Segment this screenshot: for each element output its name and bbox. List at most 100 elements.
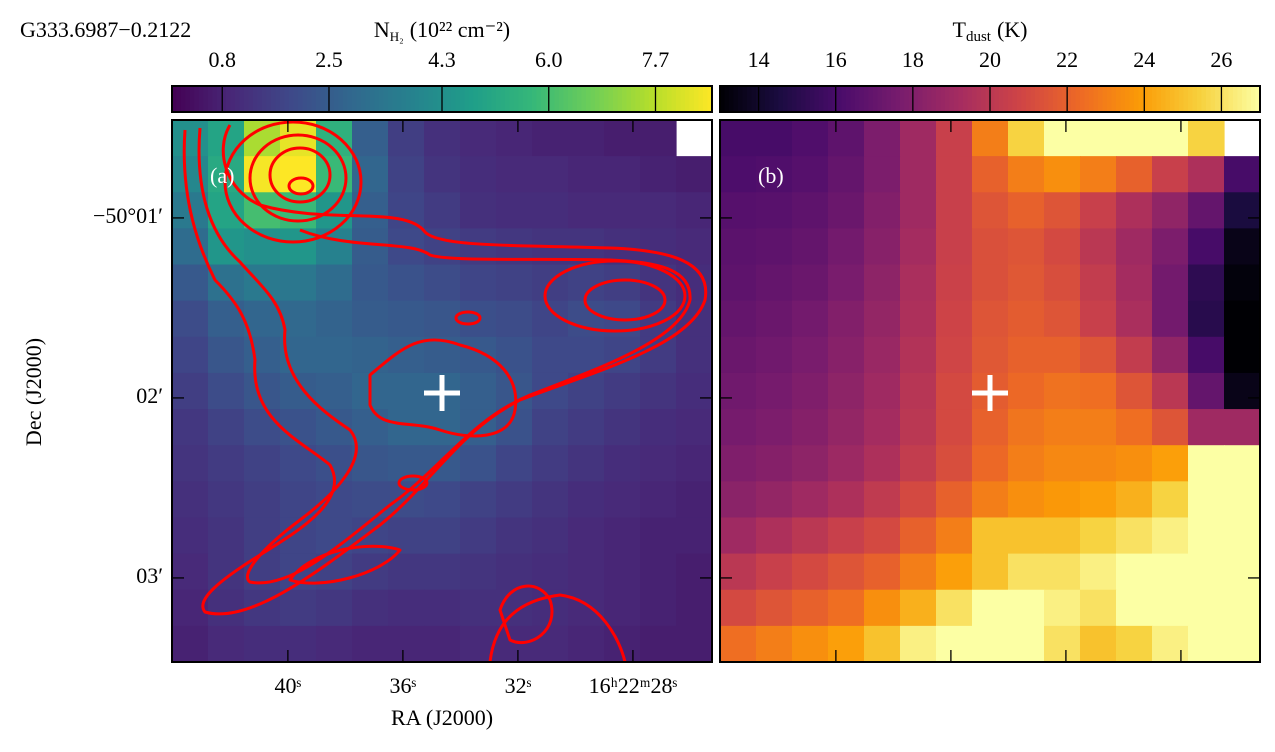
- colorbar-segment: [257, 86, 263, 112]
- heatmap-cell: [496, 625, 533, 663]
- heatmap-cell: [936, 120, 973, 157]
- heatmap-cell: [792, 228, 829, 266]
- heatmap-cell: [280, 409, 317, 446]
- heatmap-cell: [1188, 156, 1225, 193]
- colorbar-segment: [868, 86, 874, 112]
- colorbar-segment: [859, 86, 865, 112]
- heatmap-cell: [792, 156, 829, 193]
- heatmap-cell: [1080, 336, 1117, 374]
- heatmap-cell: [1044, 120, 1081, 157]
- heatmap-cell: [1008, 300, 1045, 338]
- heatmap-cell: [640, 481, 677, 519]
- heatmap-cell: [864, 481, 901, 519]
- heatmap-cell: [792, 372, 829, 410]
- heatmap-cell: [1224, 156, 1261, 193]
- heatmap-cell: [756, 156, 793, 193]
- heatmap-cell: [676, 481, 713, 519]
- colorbar-segment: [442, 86, 448, 112]
- heatmap-cell: [172, 445, 209, 482]
- colorbar-segment: [823, 86, 829, 112]
- heatmap-cell: [568, 445, 605, 482]
- colorbar-segment: [913, 86, 919, 112]
- heatmap-cell: [864, 553, 901, 591]
- colorbar-tick-label: 0.8: [208, 47, 236, 72]
- heatmap-cell: [1080, 228, 1117, 266]
- heatmap-cell: [1044, 625, 1081, 663]
- colorbar-segment: [577, 86, 583, 112]
- colorbar-segment: [1192, 86, 1198, 112]
- colorbar-segment: [1062, 86, 1068, 112]
- colorbar-segment: [397, 86, 403, 112]
- heatmap-cell: [1188, 228, 1225, 266]
- heatmap-cell: [828, 517, 865, 555]
- colorbar-segment: [599, 86, 605, 112]
- heatmap-cell: [172, 264, 209, 302]
- colorbar-segment: [936, 86, 942, 112]
- heatmap-cell: [900, 336, 937, 374]
- heatmap-cell: [1008, 517, 1045, 555]
- heatmap-cell: [1044, 589, 1081, 627]
- heatmap-cell: [676, 336, 713, 374]
- colorbar-segment: [208, 86, 214, 112]
- colorbar-segment: [796, 86, 802, 112]
- colorbar-segment: [365, 86, 371, 112]
- heatmap-cell: [1152, 445, 1189, 482]
- heatmap-cell: [936, 264, 973, 302]
- heatmap-cell: [936, 517, 973, 555]
- heatmap-cell: [792, 445, 829, 482]
- colorbar-segment: [1174, 86, 1180, 112]
- colorbar-segment: [703, 86, 709, 112]
- heatmap-cell: [756, 192, 793, 229]
- colorbar-segment: [819, 86, 825, 112]
- colorbar-segment: [550, 86, 556, 112]
- colorbar-segment: [217, 86, 223, 112]
- colorbar-segment: [1215, 86, 1221, 112]
- heatmap-cell: [1080, 372, 1117, 410]
- colorbar-segment: [900, 86, 906, 112]
- heatmap-cell: [1224, 264, 1261, 302]
- heatmap-cell: [172, 481, 209, 519]
- heatmap-cell: [460, 445, 497, 482]
- heatmap-cell: [1152, 589, 1189, 627]
- colorbar-segment: [631, 86, 637, 112]
- heatmap-cell: [208, 120, 245, 157]
- heatmap-cell: [244, 517, 281, 555]
- heatmap-cell: [1116, 156, 1153, 193]
- heatmap-cell: [1008, 445, 1045, 482]
- heatmap-cell: [972, 445, 1009, 482]
- heatmap-cell: [604, 372, 641, 410]
- colorbar-segment: [658, 86, 664, 112]
- heatmap-cell: [1152, 517, 1189, 555]
- heatmap-cell: [532, 336, 569, 374]
- heatmap-cell: [388, 553, 425, 591]
- heatmap-cell: [1188, 553, 1225, 591]
- heatmap-cell: [936, 300, 973, 338]
- colorbar-segment: [1053, 86, 1059, 112]
- heatmap-cell: [1008, 589, 1045, 627]
- colorbar-segment: [918, 86, 924, 112]
- heatmap-cell: [756, 625, 793, 663]
- center-markers: [424, 375, 1008, 411]
- colorbar-segment: [841, 86, 847, 112]
- colorbar-segment: [307, 86, 313, 112]
- heatmap-cell: [936, 409, 973, 446]
- heatmap-cell: [604, 409, 641, 446]
- heatmap-cell: [424, 156, 461, 193]
- heatmap-cell: [532, 553, 569, 591]
- colorbar-segment: [572, 86, 578, 112]
- heatmap-cell: [720, 409, 757, 446]
- colorbar-segment: [1026, 86, 1032, 112]
- heatmap-cell: [604, 589, 641, 627]
- heatmap-cell: [208, 589, 245, 627]
- colorbar-segment: [185, 86, 191, 112]
- colorbar-segment: [769, 86, 775, 112]
- heatmap-cell: [1224, 625, 1261, 663]
- colorbar-segment: [401, 86, 407, 112]
- contour: [454, 310, 482, 326]
- colorbar-segment: [644, 86, 650, 112]
- heatmap-cell: [1224, 192, 1261, 229]
- heatmap-cell: [316, 264, 353, 302]
- colorbar-segment: [361, 86, 367, 112]
